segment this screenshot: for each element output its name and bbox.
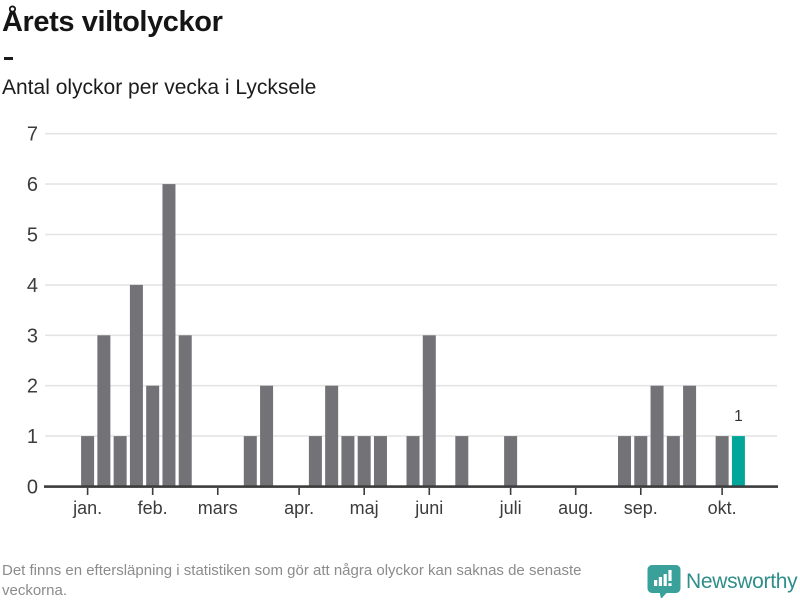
bar xyxy=(341,436,355,487)
y-axis-label: 7 xyxy=(27,124,38,146)
chart-title: Årets viltolyckor xyxy=(2,6,223,38)
bar xyxy=(455,436,469,487)
month-label: mars xyxy=(198,498,238,518)
bar xyxy=(146,385,160,487)
month-label: juni xyxy=(414,498,443,518)
y-axis-label: 3 xyxy=(27,325,38,347)
month-label: maj xyxy=(350,498,379,518)
bar xyxy=(260,385,274,487)
bar xyxy=(683,385,697,487)
bar xyxy=(715,436,729,487)
bar xyxy=(162,184,176,487)
bar xyxy=(666,436,680,487)
bar xyxy=(308,436,322,487)
y-axis-label: 2 xyxy=(27,376,38,398)
bar xyxy=(243,436,257,487)
bar xyxy=(178,335,192,487)
bar xyxy=(357,436,371,487)
weekly-accidents-bar-chart: 0 1 2 3 4 5 6 7 jan. feb. mars apr. maj juni juli aug. s… xyxy=(27,124,778,518)
month-label: feb. xyxy=(138,498,168,518)
bar xyxy=(113,436,127,487)
month-label: apr. xyxy=(284,498,314,518)
bar xyxy=(97,335,111,487)
highlighted-bar xyxy=(731,436,745,487)
footer-note: Det finns en eftersläpning i statistiken… xyxy=(2,562,582,599)
y-axis-label: 4 xyxy=(27,275,38,297)
chart-subtitle: Antal olyckor per vecka i Lycksele xyxy=(2,76,317,99)
bar xyxy=(373,436,387,487)
bar xyxy=(406,436,420,487)
title-dash xyxy=(4,57,13,60)
month-label: okt. xyxy=(708,498,737,518)
newsworthy-logo[interactable]: Newsworthy xyxy=(647,564,798,598)
bar-value-label: 1 xyxy=(734,408,743,425)
bar xyxy=(650,385,664,487)
bar xyxy=(81,436,95,487)
logo-mini-bars xyxy=(654,570,672,586)
y-axis-label: 6 xyxy=(27,174,38,196)
x-axis-line xyxy=(44,485,778,488)
y-axis-label: 5 xyxy=(27,225,38,247)
month-label: jan. xyxy=(72,498,102,518)
y-axis-label: 0 xyxy=(27,477,38,499)
month-label: sep. xyxy=(624,498,658,518)
month-label: juli xyxy=(499,498,522,518)
y-axis-label: 1 xyxy=(27,426,38,448)
newsworthy-logo-text: Newsworthy xyxy=(686,570,798,593)
bar xyxy=(634,436,648,487)
bar xyxy=(422,335,436,487)
month-label: aug. xyxy=(558,498,593,518)
bar xyxy=(504,436,518,487)
newsworthy-logo-icon xyxy=(647,565,681,598)
bar xyxy=(129,284,143,487)
bar xyxy=(325,385,339,487)
bar xyxy=(618,436,632,487)
